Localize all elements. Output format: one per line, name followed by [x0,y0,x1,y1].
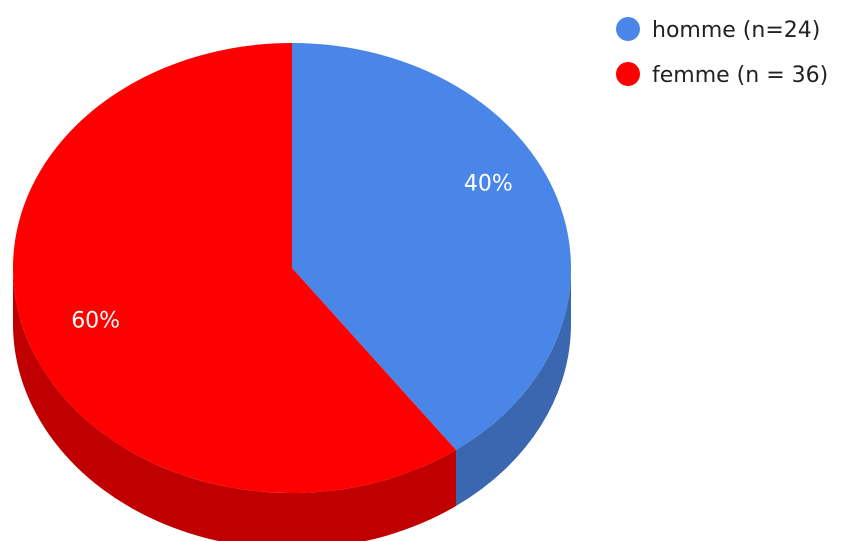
pie-slice-femme[interactable] [12,43,456,493]
legend: homme (n=24) femme (n = 36) [616,17,828,88]
legend-marker-homme [616,17,640,41]
slice-label-femme: 60% [71,308,120,333]
pie-slice-homme[interactable] [292,43,571,451]
legend-item-homme[interactable]: homme (n=24) [616,17,820,43]
pie-labels: 40% 60% [71,172,513,334]
legend-marker-femme [616,62,640,86]
pie-side-femme [13,268,456,541]
pie-side-homme [455,268,571,507]
slice-label-homme: 40% [464,172,513,197]
pie-sides [13,268,571,541]
legend-label-homme: homme (n=24) [652,18,820,43]
legend-item-femme[interactable]: femme (n = 36) [616,62,828,88]
legend-label-femme: femme (n = 36) [652,63,828,88]
pie-top [12,43,571,493]
